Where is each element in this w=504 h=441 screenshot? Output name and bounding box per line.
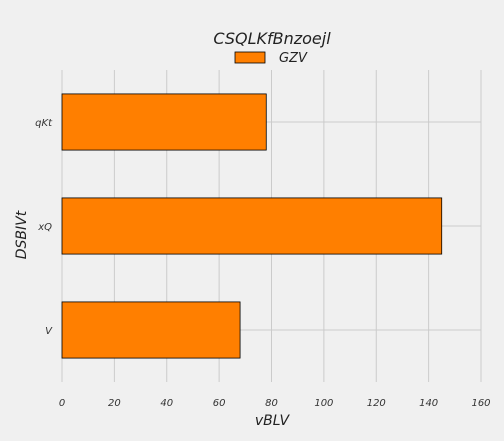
y-axis-ticks: VxQ qKt <box>35 118 53 337</box>
x-tick-label: 100 <box>314 398 333 409</box>
legend-swatch <box>234 51 266 64</box>
y-tick-label: qKt <box>35 118 53 129</box>
y-axis-label: DSBIVt <box>14 210 30 259</box>
x-tick-label: 20 <box>108 398 121 409</box>
x-tick-label: 40 <box>160 398 173 409</box>
y-tick-label: xQ <box>37 222 52 233</box>
bar-xQ <box>61 197 443 255</box>
x-tick-label: 140 <box>419 398 438 409</box>
bars <box>61 93 443 359</box>
x-axis-ticks: 0 20 40 60 80 100 120 140 160 <box>59 398 491 409</box>
legend: GZV <box>234 51 308 66</box>
bar-qKt <box>61 93 267 151</box>
x-tick-label: 60 <box>213 398 226 409</box>
y-tick-label: V <box>45 326 53 337</box>
bar-V <box>61 301 241 359</box>
x-axis-label: vBLV <box>255 413 291 429</box>
x-tick-label: 160 <box>471 398 490 409</box>
x-tick-label: 0 <box>59 398 65 409</box>
x-tick-label: 80 <box>265 398 278 409</box>
chart-title: CSQLKfBnzoejl <box>213 29 331 48</box>
x-tick-label: 120 <box>367 398 386 409</box>
legend-label: GZV <box>279 51 308 66</box>
